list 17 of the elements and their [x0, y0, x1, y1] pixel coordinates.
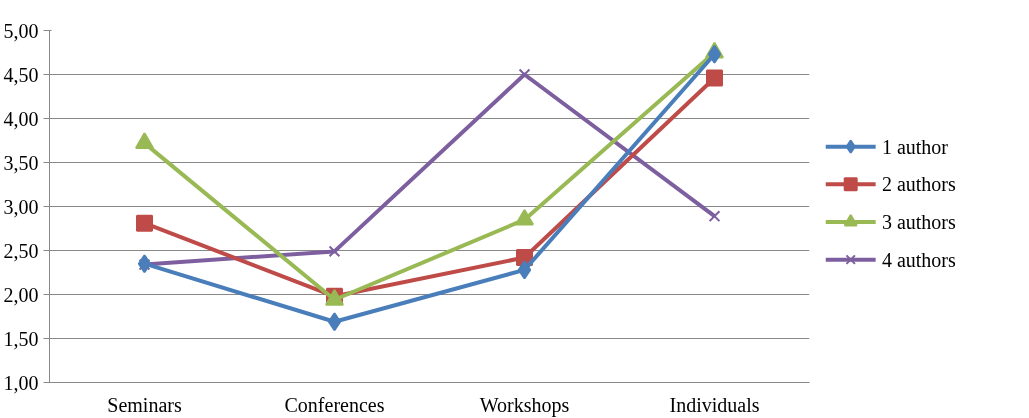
legend-label: 2 authors [881, 173, 956, 196]
y-tick-label: 1,00 [3, 371, 39, 394]
y-tick-label: 2,00 [3, 283, 39, 306]
y-tick-label: 4,00 [3, 107, 39, 130]
y-tick-label: 4,50 [3, 63, 39, 86]
legend-label: 1 author [881, 135, 949, 158]
x-tick-label: Workshops [479, 393, 570, 417]
y-tick-label: 3,50 [3, 151, 39, 174]
y-tick-label: 3,00 [3, 195, 39, 218]
y-tick-label: 1,50 [3, 327, 39, 350]
x-tick-label: Individuals [669, 393, 760, 416]
x-tick-label: Conferences [284, 393, 385, 416]
y-tick-label: 5,00 [3, 19, 39, 42]
legend-label: 3 authors [881, 210, 956, 233]
legend-label: 4 authors [881, 248, 956, 271]
y-tick-label: 2,50 [3, 239, 39, 262]
x-tick-label: Seminars [107, 393, 182, 416]
